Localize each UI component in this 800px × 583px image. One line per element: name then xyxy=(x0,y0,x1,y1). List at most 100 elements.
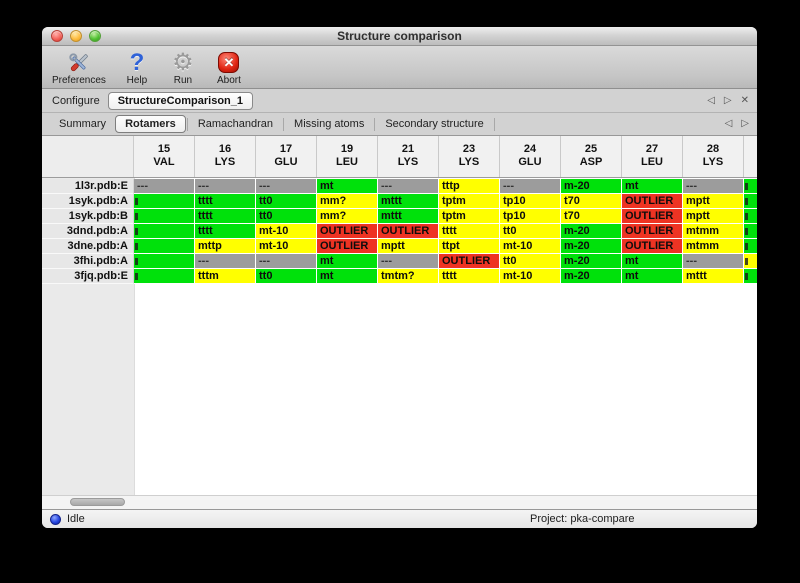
rotamer-cell[interactable]: tttt xyxy=(439,224,500,239)
tab-rotamers[interactable]: Rotamers xyxy=(115,115,186,133)
rotamer-cell[interactable] xyxy=(134,194,195,209)
rotamer-cell[interactable]: t70 xyxy=(561,194,622,209)
rotamer-cell[interactable]: mtmm xyxy=(683,224,744,239)
rotamer-cell[interactable]: m-20 xyxy=(561,269,622,284)
tabs-next-icon[interactable]: ▷ xyxy=(741,118,749,129)
column-header[interactable]: 15 VAL xyxy=(134,136,195,177)
rotamer-cell[interactable]: tmtm? xyxy=(378,269,439,284)
column-header[interactable]: 27 LEU xyxy=(622,136,683,177)
column-header[interactable]: 28 LYS xyxy=(683,136,744,177)
row-label[interactable]: 3dne.pdb:A xyxy=(42,239,134,254)
minimize-window-button[interactable] xyxy=(70,30,82,42)
horizontal-scrollbar[interactable] xyxy=(42,495,757,509)
config-close-icon[interactable]: ✕ xyxy=(740,94,749,106)
rotamer-cell[interactable]: tttp xyxy=(439,179,500,194)
tab-ramachandran[interactable]: Ramachandran xyxy=(197,118,274,130)
tab-missing-atoms[interactable]: Missing atoms xyxy=(294,118,365,130)
title-bar[interactable]: Structure comparison xyxy=(42,27,757,46)
close-window-button[interactable] xyxy=(51,30,63,42)
rotamer-cell[interactable] xyxy=(744,179,757,194)
rotamer-cell[interactable]: OUTLIER xyxy=(622,224,683,239)
rotamer-cell[interactable]: m-20 xyxy=(561,179,622,194)
rotamer-cell[interactable] xyxy=(744,224,757,239)
rotamer-cell[interactable]: OUTLIER xyxy=(317,239,378,254)
rotamer-cell[interactable] xyxy=(134,269,195,284)
rotamer-cell[interactable]: tp10 xyxy=(500,194,561,209)
rotamer-cell[interactable]: mptt xyxy=(683,194,744,209)
rotamer-cell[interactable]: mt xyxy=(622,254,683,269)
rotamer-cell[interactable]: mttt xyxy=(378,209,439,224)
rotamer-cell[interactable]: --- xyxy=(195,179,256,194)
rotamer-cell[interactable]: mt-10 xyxy=(500,269,561,284)
rotamer-cell[interactable]: mm? xyxy=(317,209,378,224)
tabs-prev-icon[interactable]: ◁ xyxy=(724,118,733,129)
rotamer-cell[interactable] xyxy=(134,239,195,254)
rotamer-cell[interactable]: --- xyxy=(256,179,317,194)
rotamer-cell[interactable] xyxy=(744,269,757,284)
rotamer-cell[interactable]: tttm xyxy=(195,269,256,284)
rotamer-cell[interactable]: mttp xyxy=(195,239,256,254)
rotamer-cell[interactable]: OUTLIER xyxy=(622,194,683,209)
rotamer-cell[interactable] xyxy=(744,209,757,224)
rotamer-cell[interactable] xyxy=(134,254,195,269)
tab-secondary-structure[interactable]: Secondary structure xyxy=(385,118,484,130)
configuration-tab[interactable]: StructureComparison_1 xyxy=(107,91,254,110)
config-prev-icon[interactable]: ◁ xyxy=(707,94,715,106)
rotamer-cell[interactable]: tptm xyxy=(439,209,500,224)
column-header[interactable]: 23 LYS xyxy=(439,136,500,177)
column-header[interactable]: 16 LYS xyxy=(195,136,256,177)
row-label[interactable]: 1syk.pdb:A xyxy=(42,194,134,209)
rotamer-cell[interactable]: mttt xyxy=(683,269,744,284)
run-button[interactable]: ⚙ Run xyxy=(168,50,198,86)
rotamer-cell[interactable]: --- xyxy=(378,179,439,194)
rotamer-cell[interactable]: tt0 xyxy=(500,224,561,239)
rotamer-cell[interactable]: tttt xyxy=(195,194,256,209)
rotamer-cell[interactable]: OUTLIER xyxy=(378,224,439,239)
scrollbar-thumb[interactable] xyxy=(70,498,125,506)
rotamer-cell[interactable]: tt0 xyxy=(256,209,317,224)
rotamer-cell[interactable]: tt0 xyxy=(500,254,561,269)
rotamer-cell[interactable]: ttpt xyxy=(439,239,500,254)
rotamer-cell[interactable]: mt-10 xyxy=(256,239,317,254)
rotamer-cell[interactable]: OUTLIER xyxy=(622,209,683,224)
rotamer-cell[interactable]: mtmm xyxy=(683,239,744,254)
rotamer-cell[interactable]: --- xyxy=(683,254,744,269)
rotamer-cell[interactable] xyxy=(744,254,757,269)
rotamer-cell[interactable]: mt xyxy=(317,254,378,269)
rotamer-cell[interactable] xyxy=(134,224,195,239)
rotamer-cell[interactable]: mt xyxy=(317,269,378,284)
rotamer-cell[interactable]: tttt xyxy=(439,269,500,284)
rotamer-cell[interactable] xyxy=(744,194,757,209)
rotamer-cell[interactable]: OUTLIER xyxy=(317,224,378,239)
config-next-icon[interactable]: ▷ xyxy=(723,94,732,106)
column-header[interactable]: 17 GLU xyxy=(256,136,317,177)
rotamer-cell[interactable] xyxy=(134,209,195,224)
rotamer-cell[interactable]: tttt xyxy=(195,224,256,239)
rotamer-cell[interactable]: tt0 xyxy=(256,194,317,209)
column-header[interactable]: 21 LYS xyxy=(378,136,439,177)
rotamer-cell[interactable]: --- xyxy=(378,254,439,269)
column-header[interactable]: 19 LEU xyxy=(317,136,378,177)
rotamer-cell[interactable]: mptt xyxy=(683,209,744,224)
rotamer-cell[interactable]: tttt xyxy=(195,209,256,224)
rotamer-cell[interactable]: mm? xyxy=(317,194,378,209)
rotamer-cell[interactable]: OUTLIER xyxy=(622,239,683,254)
rotamer-cell[interactable]: --- xyxy=(683,179,744,194)
rotamer-cell[interactable]: tptm xyxy=(439,194,500,209)
rotamer-cell[interactable]: --- xyxy=(500,179,561,194)
rotamer-cell[interactable]: m-20 xyxy=(561,254,622,269)
rotamer-cell[interactable]: tp10 xyxy=(500,209,561,224)
rotamer-cell[interactable]: mt-10 xyxy=(500,239,561,254)
row-label[interactable]: 3dnd.pdb:A xyxy=(42,224,134,239)
rotamer-cell[interactable]: mttt xyxy=(378,194,439,209)
row-label[interactable]: 3fjq.pdb:E xyxy=(42,269,134,284)
row-label[interactable]: 1syk.pdb:B xyxy=(42,209,134,224)
rotamer-cell[interactable]: t70 xyxy=(561,209,622,224)
preferences-button[interactable]: Preferences xyxy=(52,50,106,86)
column-header[interactable]: 25 ASP xyxy=(561,136,622,177)
row-label[interactable]: 3fhi.pdb:A xyxy=(42,254,134,269)
column-header[interactable] xyxy=(744,136,757,177)
rotamer-cell[interactable] xyxy=(744,239,757,254)
abort-button[interactable]: ✕ Abort xyxy=(214,50,244,86)
rotamer-cell[interactable]: --- xyxy=(256,254,317,269)
